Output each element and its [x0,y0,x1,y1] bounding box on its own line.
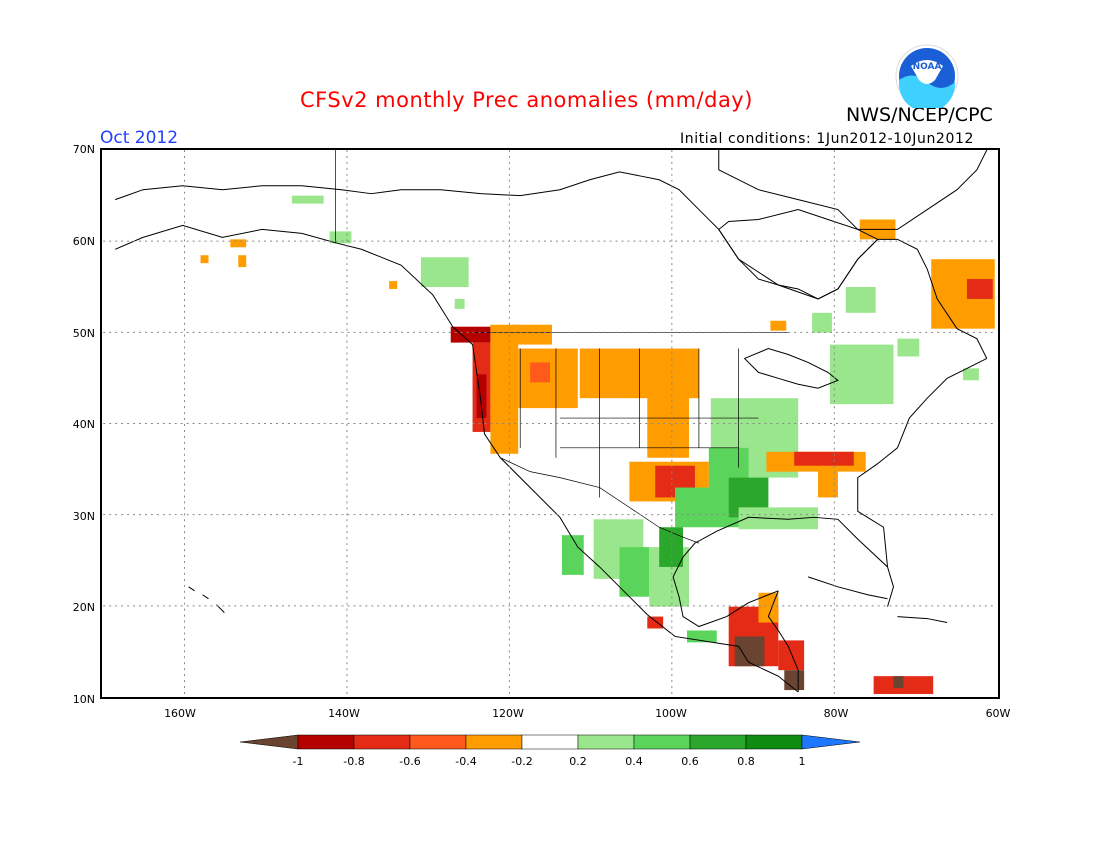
anomaly-patch [734,636,765,667]
lat-label-40n: 40N [72,418,95,431]
gridlines [103,150,997,697]
anomaly-patch [758,592,779,623]
anomaly-patch [450,326,491,343]
anomaly-patch [238,255,247,268]
anomaly-patch [490,324,519,454]
anomaly-patch [845,286,876,313]
colorbar-tick-label: 1 [799,755,806,768]
lon-label-80w: 80W [823,707,849,720]
anomaly-patch [647,362,689,458]
anomaly-patch [230,239,247,248]
anomaly-patch [873,676,934,695]
agency-label: NWS/NCEP/CPC [846,104,993,126]
lon-label-120w: 120W [492,707,524,720]
anomaly-patch [893,676,904,689]
anomaly-patch [794,451,854,466]
colorbar-box [353,734,411,750]
lon-label-100w: 100W [655,707,687,720]
logo-text: NOAA [913,62,942,72]
anomaly-patch [476,374,487,419]
noaa-logo: NOAA [895,44,959,108]
lon-label-160w: 160W [164,707,196,720]
colorbar-arrow-low [239,734,299,750]
anomaly-patch [512,324,552,345]
anomaly-patch [561,535,584,575]
colorbar-tick-label: -0.2 [511,755,532,768]
anomaly-patch [454,298,465,309]
valid-month-label: Oct 2012 [100,128,179,148]
anomaly-patch [659,527,684,567]
anomaly-patch [619,547,650,597]
lat-label-50n: 50N [72,327,95,340]
colorbar-tick-label: -0.6 [399,755,420,768]
anomaly-patch [829,344,894,405]
anomaly-patch [897,338,920,357]
anomaly-layer [200,195,995,695]
colorbar-tick-label: 0.4 [625,755,643,768]
colorbar-box [465,734,523,750]
anomaly-patch [200,255,209,264]
anomaly-patch [818,467,838,498]
anomaly-patch [329,231,352,244]
lat-label-10n: 10N [72,693,95,706]
colorbar-box [745,734,803,750]
lon-label-140w: 140W [328,707,360,720]
anomaly-patch [647,616,664,629]
anomaly-patch [291,195,324,204]
anomaly-patch [966,279,993,299]
colorbar-tick-label: 0.6 [681,755,699,768]
anomaly-patch [778,640,805,671]
anomaly-patch [389,281,398,289]
initial-conditions-label: Initial conditions: 1Jun2012-10Jun2012 [680,131,974,147]
anomaly-patch [812,312,832,333]
colorbar-tick-label: -0.4 [455,755,476,768]
colorbar-box [633,734,691,750]
colorbar-tick-label: 0.2 [569,755,587,768]
colorbar-legend: -1 -0.8 -0.6 -0.4 -0.2 0.2 0.4 0.6 0.8 1 [239,734,861,768]
colorbar-tick-label: -0.8 [343,755,364,768]
colorbar-tick-label: -1 [293,755,304,768]
colorbar-box [297,734,355,750]
lat-label-20n: 20N [72,601,95,614]
lat-label-70n: 70N [72,143,95,156]
coastline-layer [114,150,988,693]
anomaly-patch [420,257,469,287]
anomaly-map [100,148,1000,699]
anomaly-patch [686,630,717,643]
anomaly-patch [962,368,979,381]
colorbar-box [409,734,467,750]
lat-label-60n: 60N [72,235,95,248]
anomaly-patch [530,362,550,383]
colorbar-box [577,734,635,750]
anomaly-patch [784,670,805,691]
colorbar-arrow-high [801,734,861,750]
colorbar-box [521,734,579,750]
colorbar-tick-label: 0.8 [737,755,755,768]
lon-label-60w: 60W [985,707,1011,720]
colorbar-box [689,734,747,750]
chart-title: CFSv2 monthly Prec anomalies (mm/day) [300,88,753,112]
lat-label-30n: 30N [72,510,95,523]
anomaly-patch [770,320,787,331]
